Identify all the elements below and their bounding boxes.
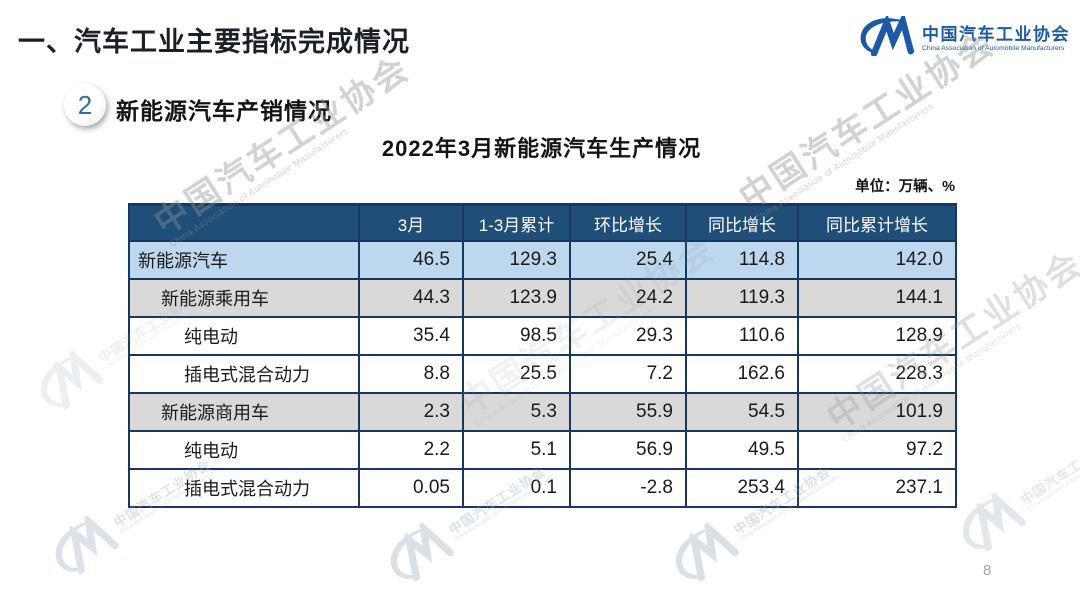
production-table: 3月 1-3月累计 环比增长 同比增长 同比累计增长 新能源汽车 46.5 129.…: [128, 203, 957, 508]
table-body: 新能源汽车 46.5 129.3 25.4 114.8 142.0 新能源乘用车 44.3 12…: [128, 240, 957, 508]
col-header-blank: [128, 203, 360, 242]
cell-value: 0.1: [462, 468, 571, 508]
watermark-monogram-icon: [950, 487, 1031, 565]
cell-value: 46.5: [358, 240, 464, 280]
cell-value: 0.05: [358, 468, 464, 508]
cell-value: 56.9: [569, 430, 687, 470]
unit-label: 单位：万辆、%: [855, 179, 955, 195]
watermark-monogram-icon: [43, 510, 124, 588]
cell-value: 228.3: [797, 354, 957, 394]
watermark-text-en: China Association of Automobile Manufact…: [1026, 445, 1080, 513]
caam-logo: 中国汽车工业协会 China Association of Automobile…: [858, 11, 1070, 61]
table-row: 纯电动 2.2 5.1 56.9 49.5 97.2: [128, 430, 957, 470]
cell-value: 44.3: [358, 278, 464, 318]
table-header-row: 3月 1-3月累计 环比增长 同比增长 同比累计增长: [128, 203, 957, 242]
cell-value: 162.6: [685, 354, 799, 394]
cell-value: 5.1: [462, 430, 571, 470]
table-title: 2022年3月新能源汽车生产情况: [381, 136, 702, 161]
section-title: 新能源汽车产销情况: [116, 98, 332, 124]
cell-value: 2.2: [358, 430, 464, 470]
cell-value: 55.9: [569, 392, 687, 432]
table-row: 纯电动 35.4 98.5 29.3 110.6 128.9: [128, 316, 957, 356]
col-header-yoy-cumulative: 同比累计增长: [797, 203, 957, 242]
cell-value: 98.5: [462, 316, 571, 356]
cell-value: 128.9: [797, 316, 957, 356]
row-label: 纯电动: [128, 316, 360, 356]
cell-value: 54.5: [685, 392, 799, 432]
col-header-march: 3月: [358, 203, 464, 242]
cell-value: -2.8: [569, 468, 687, 508]
cell-value: 24.2: [569, 278, 687, 318]
cell-value: 29.3: [569, 316, 687, 356]
cell-value: 142.0: [797, 240, 957, 280]
row-label: 插电式混合动力: [128, 468, 360, 508]
col-header-cumulative: 1-3月累计: [462, 203, 571, 242]
row-label: 新能源汽车: [128, 240, 360, 280]
cell-value: 237.1: [797, 468, 957, 508]
caam-monogram-icon: [858, 11, 914, 61]
cell-value: 114.8: [685, 240, 799, 280]
cell-value: 25.5: [462, 354, 571, 394]
cell-value: 49.5: [685, 430, 799, 470]
row-label: 新能源商用车: [128, 392, 360, 432]
cell-value: 110.6: [685, 316, 799, 356]
table-row: 新能源商用车 2.3 5.3 55.9 54.5 101.9: [128, 392, 957, 432]
cell-value: 35.4: [358, 316, 464, 356]
cell-value: 8.8: [358, 354, 464, 394]
cell-value: 97.2: [797, 430, 957, 470]
row-label: 插电式混合动力: [128, 354, 360, 394]
col-header-mom: 环比增长: [569, 203, 687, 242]
row-label: 新能源乘用车: [128, 278, 360, 318]
cell-value: 129.3: [462, 240, 571, 280]
page-title: 一、汽车工业主要指标完成情况: [18, 27, 410, 57]
cell-value: 2.3: [358, 392, 464, 432]
cell-value: 119.3: [685, 278, 799, 318]
cell-value: 25.4: [569, 240, 687, 280]
watermark-monogram-icon: [378, 517, 459, 595]
page-number: 8: [983, 562, 992, 579]
cell-value: 5.3: [462, 392, 571, 432]
cell-value: 144.1: [797, 278, 957, 318]
table-row: 插电式混合动力 8.8 25.5 7.2 162.6 228.3: [128, 354, 957, 394]
cell-value: 123.9: [462, 278, 571, 318]
table-row: 新能源乘用车 44.3 123.9 24.2 119.3 144.1: [128, 278, 957, 318]
cell-value: 253.4: [685, 468, 799, 508]
cell-value: 101.9: [797, 392, 957, 432]
section-number-badge: 2: [64, 84, 106, 126]
watermark-monogram-icon: [663, 517, 744, 595]
cell-value: 7.2: [569, 354, 687, 394]
col-header-yoy: 同比增长: [685, 203, 799, 242]
watermark-monogram-icon: [28, 345, 109, 423]
watermark-text-cn: 中国汽车工业协会: [1017, 433, 1080, 508]
table-row: 插电式混合动力 0.05 0.1 -2.8 253.4 237.1: [128, 468, 957, 508]
row-label: 纯电动: [128, 430, 360, 470]
table-row: 新能源汽车 46.5 129.3 25.4 114.8 142.0: [128, 240, 957, 280]
logo-name-cn: 中国汽车工业协会: [922, 24, 1070, 44]
logo-name-en: China Association of Automobile Manufact…: [922, 45, 1065, 53]
